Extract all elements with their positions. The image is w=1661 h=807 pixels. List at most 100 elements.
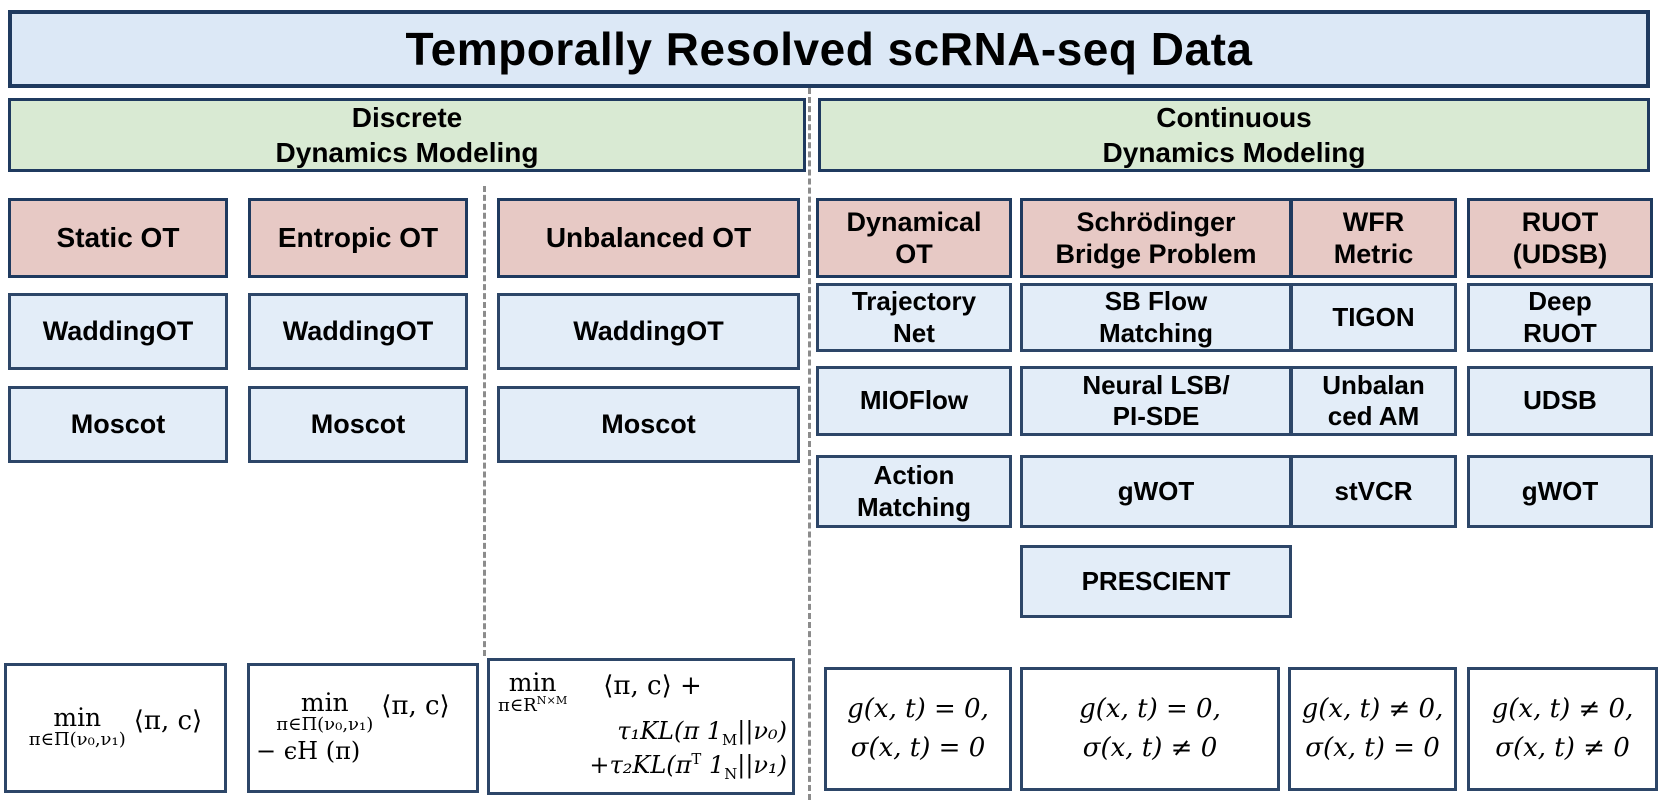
- method-label: WaddingOT: [42, 316, 194, 347]
- min-subscript-sup: N×M: [536, 693, 568, 707]
- method-deep-ruot: Deep RUOT: [1467, 283, 1653, 352]
- method-neural-lsb-pi-sde: Neural LSB/ PI-SDE: [1020, 366, 1292, 436]
- method-trajectory-net: Trajectory Net: [816, 283, 1012, 352]
- method-unbalanced-am: Unbalan ced AM: [1290, 366, 1457, 436]
- formula-row: min π∈Π(ν₀,ν₁) ⟨π, c⟩: [276, 690, 449, 736]
- method-waddingot-static-ot: WaddingOT: [8, 293, 228, 370]
- method-prescient: PRESCIENT: [1020, 545, 1292, 618]
- formula-line3: +τ₂KL(πT 1N||ν₁): [485, 750, 797, 783]
- formula-dynamical-ot: g(x, t) = 0, σ(x, t) = 0: [824, 667, 1012, 791]
- g-condition: g(x, t) ≠ 0,: [1491, 694, 1634, 724]
- method-moscot-unbalanced-ot: Moscot: [497, 386, 800, 463]
- formula-line2-a: τ₁KL(π 1: [617, 717, 723, 746]
- formula-line2-b: ||ν₀): [737, 717, 787, 746]
- min-word: min: [300, 688, 349, 718]
- column-header-schrodinger-bridge-label: Schrödinger Bridge Problem: [1055, 206, 1257, 269]
- sigma-condition: σ(x, t) ≠ 0: [1495, 733, 1630, 763]
- method-gwot-sb: gWOT: [1020, 455, 1292, 528]
- method-label: Moscot: [601, 409, 696, 440]
- method-label: Unbalan ced AM: [1322, 369, 1425, 431]
- formula-row: min π∈Π(ν₀,ν₁) ⟨π, c⟩: [29, 705, 202, 751]
- method-moscot-static-ot: Moscot: [8, 386, 228, 463]
- method-label: Trajectory Net: [851, 286, 977, 348]
- formula-static-ot: min π∈Π(ν₀,ν₁) ⟨π, c⟩: [4, 663, 227, 793]
- formula-line2: − ϵH (π): [256, 736, 361, 765]
- column-header-unbalanced-ot: Unbalanced OT: [497, 198, 800, 278]
- g-condition: g(x, t) = 0,: [847, 694, 989, 724]
- formula-line3-c: ||ν₁): [737, 750, 787, 779]
- divider-entropic-unbalanced: [483, 186, 486, 656]
- method-udsb: UDSB: [1467, 366, 1653, 436]
- figure-title: Temporally Resolved scRNA-seq Data: [405, 23, 1253, 75]
- method-label: stVCR: [1334, 475, 1413, 506]
- method-gwot-ruot: gWOT: [1467, 455, 1653, 528]
- method-label: gWOT: [1521, 475, 1599, 506]
- column-header-schrodinger-bridge: Schrödinger Bridge Problem: [1020, 198, 1292, 278]
- method-label: MIOFlow: [859, 385, 969, 416]
- column-header-ruot-udsb-label: RUOT (UDSB): [1512, 206, 1608, 269]
- column-header-static-ot-label: Static OT: [56, 222, 180, 254]
- formula-row: min π∈RN×M ⟨π, c⟩ +: [490, 670, 792, 717]
- column-header-ruot-udsb: RUOT (UDSB): [1467, 198, 1653, 278]
- min-subscript: π∈RN×M: [498, 693, 568, 717]
- column-header-entropic-ot: Entropic OT: [248, 198, 468, 278]
- min-operator: min π∈Π(ν₀,ν₁): [276, 690, 373, 736]
- formula-wfr-metric: g(x, t) ≠ 0, σ(x, t) = 0: [1288, 667, 1457, 791]
- g-condition: g(x, t) = 0,: [1079, 694, 1221, 724]
- method-label: Moscot: [310, 409, 406, 440]
- column-header-unbalanced-ot-label: Unbalanced OT: [545, 222, 752, 254]
- method-tigon: TIGON: [1290, 283, 1457, 352]
- formula-line3-sub: N: [724, 764, 738, 783]
- min-word: min: [508, 667, 557, 697]
- method-label: WaddingOT: [573, 316, 724, 347]
- min-subscript-base: π∈R: [498, 694, 537, 716]
- method-mioflow: MIOFlow: [816, 366, 1012, 436]
- method-label: Action Matching: [856, 460, 972, 522]
- title-banner: Temporally Resolved scRNA-seq Data: [8, 10, 1650, 88]
- formula-body: ⟨π, c⟩ +: [603, 670, 702, 701]
- formula-unbalanced-ot: min π∈RN×M ⟨π, c⟩ + τ₁KL(π 1M||ν₀) +τ₂KL…: [487, 658, 795, 795]
- g-condition: g(x, t) ≠ 0,: [1301, 694, 1444, 724]
- method-label: gWOT: [1117, 475, 1195, 506]
- divider-discrete-continuous: [808, 88, 811, 800]
- method-moscot-entropic-ot: Moscot: [248, 386, 468, 463]
- column-header-entropic-ot-label: Entropic OT: [277, 222, 439, 254]
- sigma-condition: σ(x, t) ≠ 0: [1082, 733, 1218, 763]
- formula-ruot-udsb: g(x, t) ≠ 0, σ(x, t) ≠ 0: [1467, 667, 1658, 791]
- method-sb-flow-matching: SB Flow Matching: [1020, 283, 1292, 352]
- formula-line2-sub: M: [722, 731, 738, 750]
- method-label: WaddingOT: [282, 316, 434, 347]
- formula-line3-sup: T: [691, 749, 702, 768]
- section-header-continuous-label: Continuous Dynamics Modeling: [1102, 102, 1366, 168]
- method-label: UDSB: [1523, 385, 1597, 416]
- method-label: TIGON: [1332, 301, 1415, 332]
- section-header-discrete: Discrete Dynamics Modeling: [8, 98, 806, 172]
- min-operator: min π∈RN×M: [498, 670, 567, 717]
- method-label: SB Flow Matching: [1098, 286, 1214, 348]
- method-waddingot-unbalanced-ot: WaddingOT: [497, 293, 800, 370]
- column-header-dynamical-ot: Dynamical OT: [816, 198, 1012, 278]
- min-word: min: [53, 703, 102, 733]
- min-subscript: π∈Π(ν₀,ν₁): [28, 729, 126, 751]
- column-header-wfr-metric-label: WFR Metric: [1333, 206, 1414, 269]
- section-header-discrete-label: Discrete Dynamics Modeling: [275, 102, 539, 168]
- formula-line3-a: +τ₂KL(π: [589, 750, 692, 779]
- formula-schrodinger-bridge: g(x, t) = 0, σ(x, t) ≠ 0: [1020, 667, 1280, 791]
- method-action-matching: Action Matching: [816, 455, 1012, 528]
- min-subscript: π∈Π(ν₀,ν₁): [276, 714, 374, 736]
- method-label: Deep RUOT: [1523, 286, 1597, 348]
- section-header-continuous: Continuous Dynamics Modeling: [818, 98, 1650, 172]
- min-operator: min π∈Π(ν₀,ν₁): [29, 705, 126, 751]
- method-label: Moscot: [70, 409, 166, 440]
- method-label: Neural LSB/ PI-SDE: [1082, 369, 1230, 431]
- method-label: PRESCIENT: [1081, 565, 1231, 596]
- column-header-static-ot: Static OT: [8, 198, 228, 278]
- sigma-condition: σ(x, t) = 0: [850, 733, 986, 763]
- sigma-condition: σ(x, t) = 0: [1305, 733, 1440, 763]
- column-header-dynamical-ot-label: Dynamical OT: [846, 206, 982, 269]
- formula-line3-b: 1: [701, 750, 725, 779]
- formula-entropic-ot: min π∈Π(ν₀,ν₁) ⟨π, c⟩ − ϵH (π): [247, 663, 479, 793]
- method-stvcr: stVCR: [1290, 455, 1457, 528]
- method-waddingot-entropic-ot: WaddingOT: [248, 293, 468, 370]
